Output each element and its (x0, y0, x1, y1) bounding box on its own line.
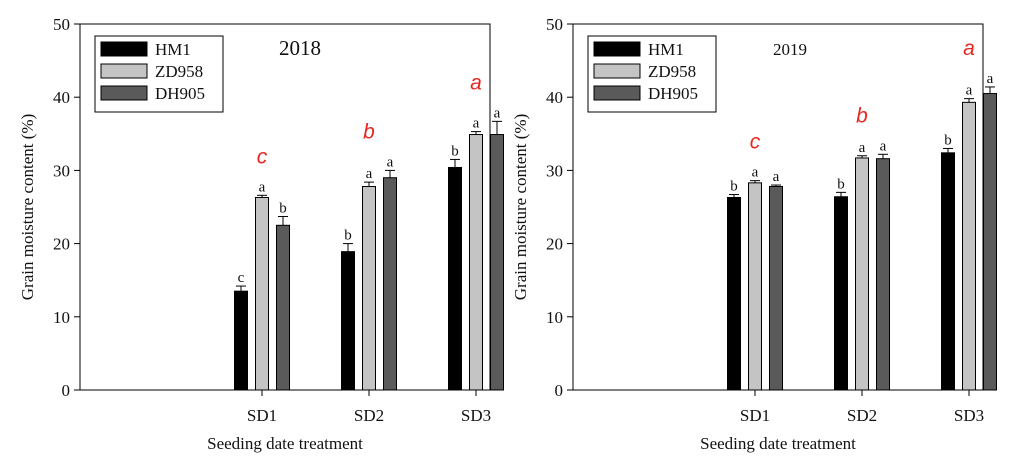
bar-HM1-SD2 (341, 251, 355, 391)
bar-ZD958-SD2 (362, 186, 376, 391)
legend-label: DH905 (648, 84, 698, 103)
significance-letter: b (344, 228, 352, 244)
significance-letter: a (773, 169, 780, 185)
chart-title: 2019 (773, 40, 807, 59)
significance-letter: a (966, 83, 973, 99)
x-axis-label: Seeding date treatment (700, 434, 856, 453)
significance-letter: a (880, 138, 887, 154)
legend-swatch-HM1 (593, 41, 641, 57)
significance-letter: a (366, 166, 373, 182)
y-tick-label: 10 (53, 308, 70, 327)
bar-ZD958-SD3 (469, 134, 483, 391)
bar-HM1-SD1 (234, 290, 248, 391)
significance-letter: b (944, 132, 952, 148)
legend-label: ZD958 (648, 62, 696, 81)
bar-ZD958-SD1 (748, 182, 762, 391)
significance-letter: c (238, 270, 245, 286)
group-significance-letter: a (470, 71, 482, 94)
y-tick-label: 30 (546, 161, 563, 180)
y-tick-label: 50 (546, 15, 563, 34)
significance-letter: a (752, 165, 759, 181)
significance-letter: b (279, 201, 287, 217)
legend-swatch-HM1 (100, 41, 148, 57)
y-axis-label: Grain moisture content (%) (18, 114, 37, 300)
group-significance-letter: c (750, 131, 761, 154)
y-tick-label: 0 (555, 381, 564, 400)
legend-swatch-ZD958 (100, 63, 148, 79)
x-tick-label: SD3 (954, 406, 984, 425)
legend: HM1 ZD958 DH905 (94, 35, 224, 113)
significance-letter: a (387, 154, 394, 170)
significance-letter: b (730, 179, 738, 195)
bar-HM1-SD2 (834, 196, 848, 391)
significance-letter: b (451, 143, 459, 159)
significance-letter: a (987, 71, 994, 87)
y-tick-label: 40 (546, 88, 563, 107)
chart-panel-2018: 0 10 20 30 40 50 Grain moisture content (%) See… (18, 15, 504, 453)
chart-panel-2019: 0 10 20 30 40 50 Grain moisture content (%) See… (511, 15, 997, 453)
bar-HM1-SD3 (941, 152, 955, 391)
legend-label: HM1 (648, 40, 684, 59)
bar-DH905-SD2 (383, 177, 397, 391)
y-tick-label: 50 (53, 15, 70, 34)
group-significance-letter: b (363, 120, 375, 143)
y-tick-label: 20 (546, 235, 563, 254)
legend-label: DH905 (155, 84, 205, 103)
bar-ZD958-SD1 (255, 196, 269, 391)
legend-swatch-ZD958 (593, 63, 641, 79)
y-tick-label: 40 (53, 88, 70, 107)
y-axis-label: Grain moisture content (%) (511, 114, 530, 300)
bar-HM1-SD3 (448, 166, 462, 391)
significance-letter: a (473, 116, 480, 132)
legend: HM1 ZD958 DH905 (587, 35, 717, 113)
x-tick-label: SD2 (847, 406, 877, 425)
bar-DH905-SD2 (876, 158, 890, 391)
legend-swatch-DH905 (593, 85, 641, 101)
x-tick-label: SD3 (461, 406, 491, 425)
y-tick-label: 10 (546, 308, 563, 327)
y-tick-label: 0 (62, 381, 71, 400)
x-tick-label: SD2 (354, 406, 384, 425)
group-significance-letter: c (257, 145, 268, 168)
x-axis-label: Seeding date treatment (207, 434, 363, 453)
significance-letter: a (259, 179, 266, 195)
bar-DH905-SD1 (769, 186, 783, 391)
legend-swatch-DH905 (100, 85, 148, 101)
y-tick-label: 20 (53, 235, 70, 254)
x-tick-label: SD1 (247, 406, 277, 425)
legend-label: ZD958 (155, 62, 203, 81)
bar-DH905-SD3 (490, 134, 504, 391)
x-tick-label: SD1 (740, 406, 770, 425)
bar-ZD958-SD3 (962, 101, 976, 391)
significance-letter: a (859, 140, 866, 156)
bar-DH905-SD3 (983, 93, 997, 391)
chart-title: 2018 (279, 36, 321, 60)
significance-letter: b (837, 176, 845, 192)
bar-HM1-SD1 (727, 196, 741, 391)
group-significance-letter: b (856, 104, 868, 127)
legend-label: HM1 (155, 40, 191, 59)
group-significance-letter: a (963, 37, 975, 60)
y-tick-label: 30 (53, 161, 70, 180)
significance-letter: a (494, 105, 501, 121)
bar-ZD958-SD2 (855, 157, 869, 391)
bar-DH905-SD1 (276, 224, 290, 391)
